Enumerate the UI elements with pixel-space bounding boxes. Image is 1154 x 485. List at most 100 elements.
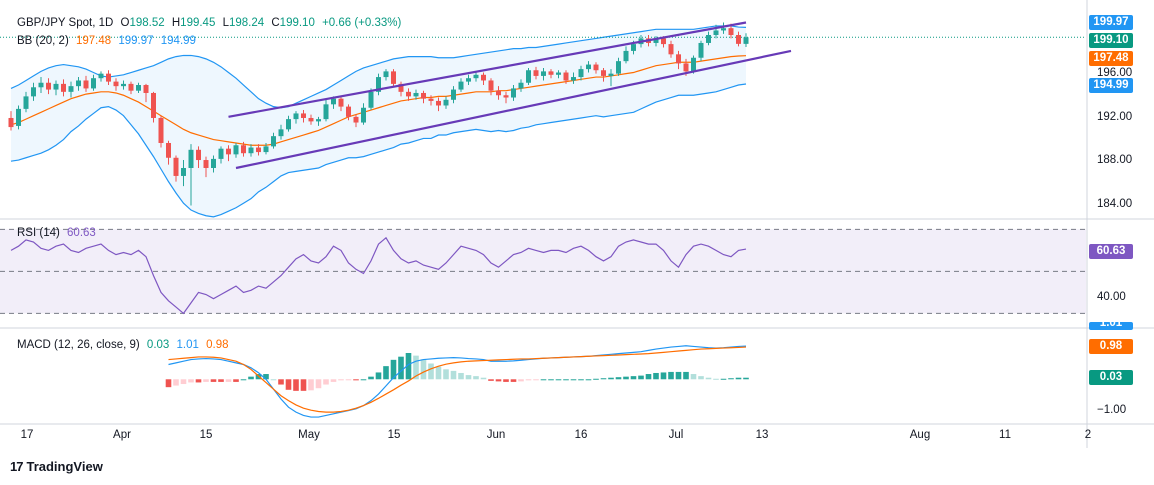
macd-hist-bar — [338, 379, 344, 381]
candle-body — [301, 113, 306, 118]
x-tick: 15 — [387, 429, 401, 441]
macd-hist-bar — [735, 377, 742, 380]
candle-body — [158, 117, 164, 143]
macd-hist-bar — [705, 377, 712, 380]
macd-hist-bar — [698, 376, 704, 380]
rsi-line — [10, 236, 747, 315]
legend-bb-label: BB (20, 2) — [17, 35, 69, 47]
candle-body — [488, 80, 494, 91]
candle-body — [196, 149, 201, 161]
price-tick: 184.00 — [1097, 198, 1133, 210]
brand-text: TradingView — [26, 459, 103, 474]
macd-hist-bar — [173, 379, 179, 386]
candle-body — [121, 83, 126, 87]
macd-hist-bar — [308, 379, 314, 391]
macd-hist-bar — [195, 379, 202, 383]
macd-hist-bar — [233, 379, 239, 382]
macd-hist-bar — [503, 379, 509, 382]
macd-hist-bar — [660, 372, 667, 380]
candle-body — [188, 149, 194, 168]
macd-hist-bar — [533, 379, 539, 381]
candle-body — [308, 117, 314, 122]
macd-hist-tag: 0.03 — [1089, 370, 1133, 385]
legend-rsi: RSI (14) 60.63 — [17, 227, 100, 239]
candle-body — [383, 71, 389, 78]
candle-body — [601, 70, 606, 76]
macd-hist-bar — [443, 369, 449, 380]
macd-hist-bar — [300, 379, 307, 391]
macd-hist-bar — [278, 379, 284, 385]
candle-body — [391, 71, 396, 84]
macd-hist-bar — [668, 371, 674, 380]
macd-hist-bar — [645, 374, 652, 380]
candle-body — [436, 100, 441, 106]
candle-body — [23, 96, 29, 109]
candle-body — [361, 107, 366, 123]
candle-body — [691, 57, 696, 72]
legend-bb-lo: 194.99 — [160, 35, 196, 47]
macd-hist-bar — [420, 359, 427, 380]
legend-change: +0.66 (+0.33%) — [322, 17, 402, 29]
candle-body — [233, 145, 239, 155]
candle-body — [68, 86, 74, 92]
legend-macd-line: 1.01 — [176, 339, 199, 351]
candle-body — [571, 77, 576, 81]
candle-body — [31, 87, 36, 97]
candle-body — [226, 148, 231, 155]
macd-hist-bar — [713, 378, 719, 380]
macd-hist-bar — [405, 353, 412, 380]
bb-upper-line — [10, 25, 747, 109]
macd-hist-bar — [240, 379, 247, 381]
candle-body — [106, 73, 111, 82]
macd-hist-bar — [218, 379, 224, 382]
macd-hist-bar — [203, 379, 209, 382]
macd-hist-bar — [375, 372, 382, 380]
candle-body — [683, 63, 689, 72]
tradingview-logo[interactable]: 17 TradingView — [10, 459, 103, 474]
macd-hist-bar — [435, 366, 442, 380]
candle-body — [173, 157, 179, 176]
bb-lower-tag: 194.99 — [1089, 78, 1133, 93]
candle-body — [721, 28, 726, 31]
macd-hist-bar — [165, 379, 172, 388]
legend-close: 199.10 — [279, 17, 315, 29]
candle-body — [406, 91, 411, 97]
rsi-tag: 60.63 — [1089, 244, 1133, 259]
candle-body — [181, 167, 186, 176]
macd-hist-bar — [653, 372, 659, 380]
candle-body — [151, 92, 156, 118]
candle-body — [503, 95, 509, 98]
macd-hist-bar — [578, 379, 584, 381]
close-price-tag: 199.10 — [1089, 33, 1133, 48]
macd-hist-bar — [638, 375, 644, 380]
x-tick: 15 — [199, 429, 213, 441]
bb-band-fill — [11, 25, 746, 217]
macd-hist-bar — [323, 379, 329, 385]
candle-body — [481, 74, 486, 81]
channel-upper-line — [228, 21, 747, 118]
macd-hist-bar — [225, 379, 232, 382]
candle-body — [713, 30, 719, 36]
candle-body — [593, 64, 599, 71]
macd-hist-bar — [315, 379, 322, 389]
x-tick: 2 — [1084, 429, 1092, 441]
candle-body — [98, 73, 104, 79]
macd-hist-bar — [570, 379, 577, 381]
macd-hist-bar — [593, 378, 599, 380]
candle-body — [631, 44, 636, 51]
macd-hist-bar — [428, 363, 434, 380]
candle-body — [368, 91, 374, 108]
candle-body — [46, 82, 51, 90]
macd-tick: −1.00 — [1097, 404, 1127, 416]
tradingview-logo-icon: 17 — [10, 459, 24, 474]
candle-body — [736, 35, 741, 44]
legend-rsi-label: RSI (14) — [17, 227, 60, 239]
candle-body — [293, 113, 299, 120]
legend-macd: MACD (12, 26, close, 9) 0.03 1.01 0.98 — [17, 339, 233, 351]
candle-body — [38, 82, 44, 88]
candle-body — [616, 61, 621, 74]
legend-o-label: O — [120, 17, 130, 29]
candle-body — [586, 64, 591, 70]
macd-line-tag: 1.01 — [1089, 322, 1133, 330]
